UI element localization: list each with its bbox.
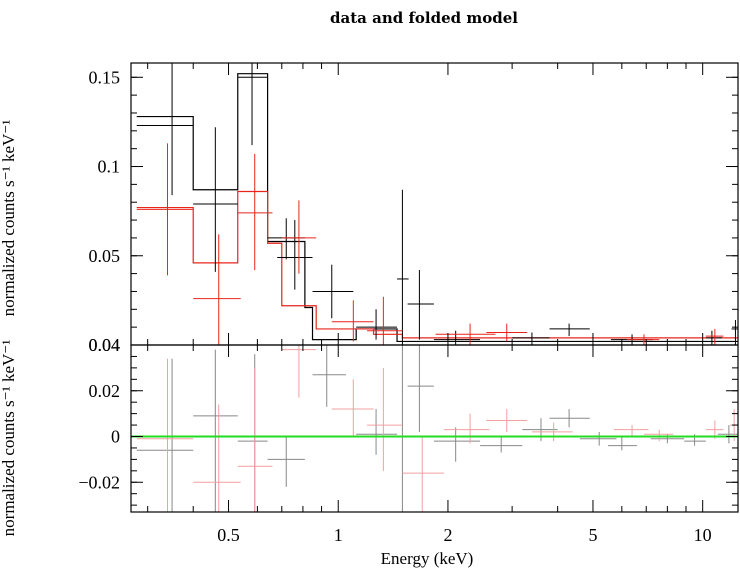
top-y-axis-label: normalized counts s⁻¹ keV⁻¹: [0, 120, 18, 317]
top-series-1-point-2: [237, 154, 273, 271]
residual-series-0-point-3: [267, 436, 305, 487]
x-axis-label: Energy (keV): [381, 549, 474, 568]
top-series-0-point-8: [407, 270, 434, 340]
x-tick-label: 5: [588, 525, 597, 545]
top-series-1-point-3: [281, 200, 317, 274]
top-y-axis: 0.04 0.05 0.1 0.15: [89, 67, 738, 355]
x-axis: 0.5 1 2 5 10: [147, 63, 712, 545]
top-series-1-point-7: [486, 323, 528, 342]
residual-panel: [131, 345, 738, 512]
residual-series-1-point-1: [193, 404, 241, 512]
top-series-0-point-13: [705, 330, 723, 345]
top-series-0-point-10: [512, 332, 550, 345]
y-tick-label: 0.1: [98, 157, 121, 177]
residual-y-axis-label: normalized counts s⁻¹ keV⁻¹: [0, 340, 18, 537]
residual-series-1-point-3: [281, 345, 317, 398]
top-series-1-point-4: [331, 300, 374, 342]
top-series-0-point-6: [356, 309, 398, 340]
y-tick-label: 0.04: [89, 335, 121, 355]
y-tick-label: 0: [111, 427, 120, 447]
residual-series-0-point-8: [433, 427, 481, 462]
x-tick-label: 1: [334, 525, 343, 545]
residual-series-0-point-5: [356, 409, 398, 455]
top-series-0-point-9: [433, 330, 481, 345]
top-series-0-point-5: [312, 264, 354, 319]
residual-series-1-point-0: [136, 358, 194, 512]
residual-y-axis: −0.02 0 0.02 0.04: [78, 335, 738, 506]
top-series-0-point-11: [549, 323, 590, 337]
residual-series-0-point-2: [237, 354, 268, 512]
residual-series-1-point-7: [443, 413, 490, 444]
residual-panel-frame: [130, 344, 739, 513]
residual-series-1-point-4: [331, 379, 374, 437]
x-tick-label: 10: [694, 525, 712, 545]
chart-title: data and folded model: [330, 9, 518, 27]
top-series-0-point-1: [193, 127, 238, 272]
model-line-series-1: [136, 190, 738, 339]
y-tick-label: 0.04: [89, 335, 121, 355]
y-tick-label: −0.02: [78, 472, 120, 492]
top-series-0-point-7: [397, 189, 409, 345]
residual-series-1-point-6: [402, 436, 444, 512]
residual-series-0-point-11: [549, 409, 590, 428]
residual-series-0-point-1: [193, 349, 238, 512]
y-tick-label: 0.15: [89, 67, 121, 87]
top-series-0-point-0: [136, 63, 194, 196]
residual-series-1-point-9: [531, 422, 573, 442]
residual-series-0-point-10: [522, 418, 558, 442]
y-tick-label: 0.02: [89, 381, 121, 401]
model-line-series-0: [136, 73, 738, 343]
residual-series-0-point-0: [136, 358, 194, 512]
top-series-1-point-6: [435, 323, 496, 345]
top-series-0-point-14: [731, 320, 738, 345]
residual-series-0-point-16: [717, 425, 738, 444]
x-tick-label: 2: [443, 525, 452, 545]
residual-series-1-point-2: [237, 367, 273, 512]
residual-series-1-point-11: [643, 429, 674, 442]
residual-series-1-point-8: [486, 409, 528, 432]
residual-series-0-point-7: [407, 345, 434, 432]
residual-series-0-point-4: [312, 345, 346, 407]
top-series-1-point-5: [367, 296, 403, 345]
top-panel: [136, 63, 738, 345]
residual-series-0-point-9: [480, 436, 523, 453]
y-tick-label: 0.05: [89, 246, 121, 266]
top-series-1-point-8: [627, 334, 660, 345]
top-series-1-point-1: [193, 234, 241, 345]
residual-series-1-point-5: [367, 367, 403, 471]
x-tick-label: 0.5: [217, 525, 240, 545]
top-series-1-point-9: [705, 328, 724, 345]
residual-series-1-point-10: [613, 425, 649, 437]
residual-series-0-point-13: [608, 436, 637, 451]
residual-series-0-point-6: [397, 345, 409, 512]
residual-series-0-point-12: [579, 431, 617, 446]
top-series-1-point-0: [136, 143, 194, 276]
top-series-0-point-4: [277, 220, 313, 290]
top-series-0-point-2: [237, 63, 268, 146]
